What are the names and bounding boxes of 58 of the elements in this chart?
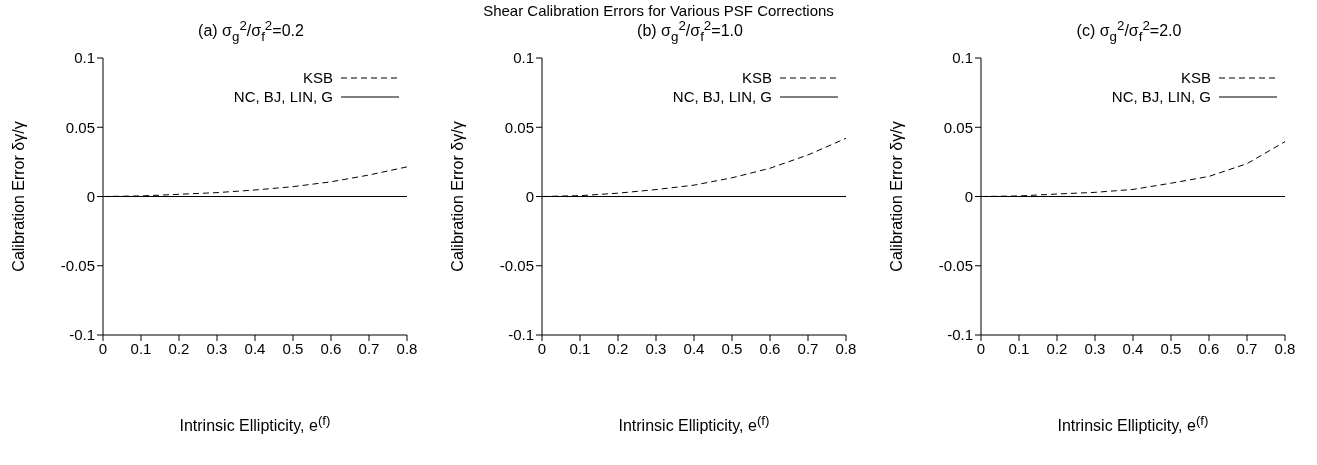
chart-title: (b) σ$_{g}$$^{2}$/σ$_{f}$$^{2}$=1.0 xyxy=(636,18,744,44)
y-tick-label: -0.1 xyxy=(947,326,973,344)
x-tick-label: 0.7 xyxy=(358,339,380,357)
x-tick-label: 0.1 xyxy=(130,339,152,357)
x-tick-label: 0.5 xyxy=(1160,339,1182,357)
y-axis-title: Calibration Error δγ/γ xyxy=(9,121,27,272)
y-tick-label: 0.05 xyxy=(65,118,95,136)
x-tick-label: 0.2 xyxy=(607,339,629,357)
y-tick-label: 0 xyxy=(86,187,95,205)
y-tick-label: -0.1 xyxy=(69,326,95,344)
x-tick-label: 0.4 xyxy=(1122,339,1144,357)
text: Shear Calibration Errors for Various PSF Corrections xyxy=(482,2,835,19)
x-tick-label: 0.5 xyxy=(721,339,743,357)
y-tick-label: 0.1 xyxy=(74,49,95,67)
y-tick-label: 0.05 xyxy=(943,118,973,136)
y-tick-label: -0.05 xyxy=(499,257,534,275)
x-tick-label: 0.3 xyxy=(645,339,667,357)
legend-label: NC, BJ, LIN, G xyxy=(1111,88,1211,105)
x-tick-label: 0.3 xyxy=(206,339,228,357)
y-tick-label: -0.05 xyxy=(938,257,973,275)
x-tick-label: 0.4 xyxy=(683,339,705,357)
x-tick-label: 0.6 xyxy=(1198,339,1220,357)
x-tick-label: 0.8 xyxy=(1274,339,1296,357)
x-tick-label: 0.8 xyxy=(835,339,857,357)
x-axis-title: Intrinsic Ellipticity, e$^{(f)}$ xyxy=(178,413,332,436)
y-axis-title: Calibration Error δγ/γ xyxy=(887,121,905,272)
x-tick-label: 0.6 xyxy=(320,339,342,357)
x-tick-label: 0 xyxy=(537,339,547,357)
x-axis-title: Intrinsic Ellipticity, e$^{(f)}$ xyxy=(617,413,771,436)
legend-label: KSB xyxy=(1180,69,1211,86)
x-tick-label: 0.8 xyxy=(396,339,418,357)
x-axis-title: Intrinsic Ellipticity, e$^{(f)}$ xyxy=(1056,413,1210,436)
x-tick-label: 0 xyxy=(98,339,108,357)
y-tick-label: 0.1 xyxy=(513,49,534,67)
y-tick-label: 0.05 xyxy=(504,118,534,136)
y-tick-label: 0 xyxy=(525,187,534,205)
y-axis-title: Calibration Error δγ/γ xyxy=(448,121,466,272)
y-tick-label: -0.05 xyxy=(60,257,95,275)
chart-title: (c) σ$_{g}$$^{2}$/σ$_{f}$$^{2}$=2.0 xyxy=(1075,18,1183,44)
x-tick-label: 0.3 xyxy=(1084,339,1106,357)
x-tick-label: 0.6 xyxy=(759,339,781,357)
x-tick-label: 0.1 xyxy=(1008,339,1030,357)
chart-title: (a) σ$_{g}$$^{2}$/σ$_{f}$$^{2}$=0.2 xyxy=(197,18,305,44)
legend-label: NC, BJ, LIN, G xyxy=(233,88,333,105)
y-tick-label: 0.1 xyxy=(952,49,973,67)
x-tick-label: 0.1 xyxy=(569,339,591,357)
x-tick-label: 0.2 xyxy=(1046,339,1068,357)
x-tick-label: 0.2 xyxy=(168,339,190,357)
y-tick-label: 0 xyxy=(964,187,973,205)
legend-label: KSB xyxy=(302,69,333,86)
legend-label: KSB xyxy=(741,69,772,86)
x-tick-label: 0 xyxy=(976,339,986,357)
x-tick-label: 0.4 xyxy=(244,339,266,357)
x-tick-label: 0.7 xyxy=(1236,339,1258,357)
legend-label: NC, BJ, LIN, G xyxy=(672,88,772,105)
y-tick-label: -0.1 xyxy=(508,326,534,344)
x-tick-label: 0.5 xyxy=(282,339,304,357)
x-tick-label: 0.7 xyxy=(797,339,819,357)
